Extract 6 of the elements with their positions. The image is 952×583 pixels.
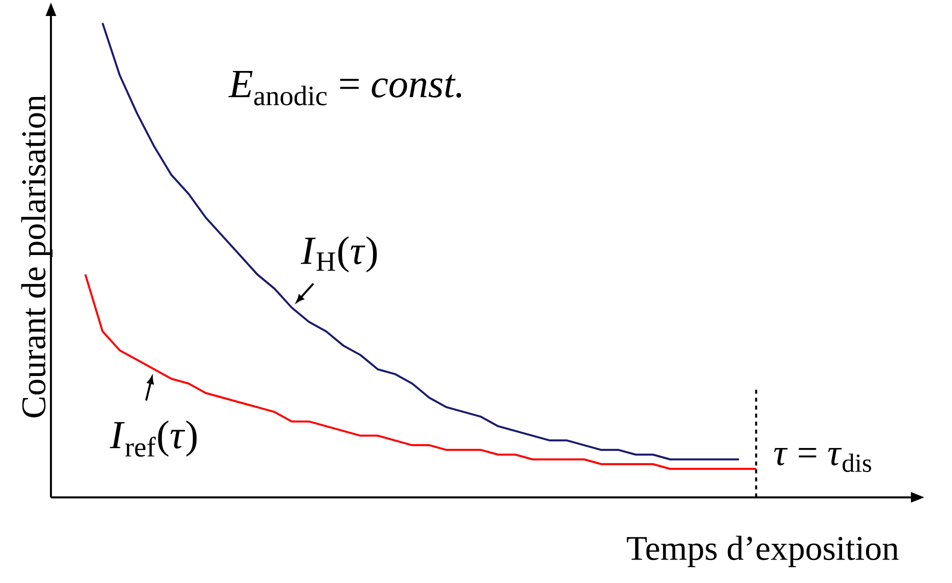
series-label: I$_{H}$(τ): [300, 236, 377, 273]
annotation: E$_{anodic}$ = const.: [228, 71, 462, 106]
x-axis-title: Temps d’exposition: [626, 536, 899, 568]
text: τ = τ$_{dis}$: [774, 448, 872, 472]
y-axis-title: Courant de polarisation: [21, 95, 52, 418]
series-label: I$_{ref}$(τ): [110, 420, 197, 457]
